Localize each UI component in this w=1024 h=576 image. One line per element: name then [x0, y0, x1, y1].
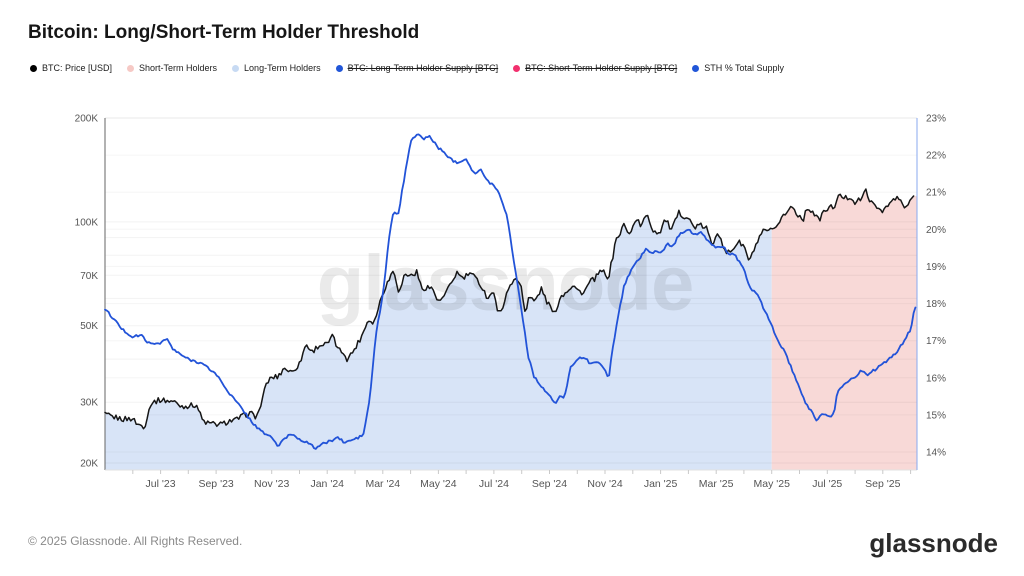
glassnode-logo: glassnode	[869, 528, 998, 558]
left-axis-tick-label: 50K	[80, 321, 98, 332]
legend-item-label: Short-Term Holders	[139, 63, 218, 73]
legend-item-label: BTC: Price [USD]	[42, 63, 113, 73]
legend-item-label: Long-Term Holders	[244, 63, 321, 73]
x-axis-tick-label: Jul '24	[479, 478, 509, 490]
legend-dot-icon	[692, 64, 700, 72]
legend-item-label: BTC: Long-Term Holder Supply [BTC]	[347, 63, 499, 73]
right-axis-tick-label: 17%	[926, 336, 946, 347]
btc-price-line	[104, 188, 915, 430]
left-axis-tick-label: 100K	[75, 217, 99, 228]
x-axis-tick-label: Sep '24	[532, 478, 567, 490]
right-axis-tick-label: 18%	[926, 299, 946, 310]
legend-item-3[interactable]: BTC: Long-Term Holder Supply [BTC]	[335, 63, 499, 73]
right-axis-tick-label: 23%	[926, 114, 946, 125]
x-axis-tick-label: May '24	[420, 478, 457, 490]
copyright-text: © 2025 Glassnode. All Rights Reserved.	[28, 534, 243, 548]
page-title: Bitcoin: Long/Short-Term Holder Threshol…	[28, 22, 420, 43]
right-axis-tick-label: 21%	[926, 188, 946, 199]
x-axis-tick-label: Jul '25	[812, 478, 842, 490]
sth-percent-line	[104, 133, 917, 450]
x-axis-tick-label: Nov '23	[254, 478, 289, 490]
legend-item-4[interactable]: BTC: Short-Term Holder Supply [BTC]	[513, 63, 677, 73]
x-axis-tick-label: Jan '25	[644, 478, 678, 490]
x-axis-tick-label: Jul '23	[146, 478, 176, 490]
legend-dot-icon	[127, 64, 135, 72]
right-axis-tick-label: 14%	[926, 447, 946, 458]
left-axis-tick-label: 70K	[80, 271, 98, 282]
x-axis-tick-label: Sep '25	[865, 478, 900, 490]
legend-dot-icon	[232, 64, 240, 72]
legend-item-1[interactable]: Short-Term Holders	[127, 63, 217, 73]
legend-item-2[interactable]: Long-Term Holders	[232, 63, 321, 73]
right-axis-tick-label: 22%	[926, 151, 946, 162]
legend-item-label: BTC: Short-Term Holder Supply [BTC]	[525, 63, 678, 73]
x-axis-tick-label: Jan '24	[310, 478, 344, 490]
x-axis-tick-label: Mar '24	[365, 478, 400, 490]
legend-item-0[interactable]: BTC: Price [USD]	[30, 63, 112, 73]
x-axis-tick-label: May '25	[753, 478, 790, 490]
left-axis-tick-label: 200K	[75, 114, 99, 125]
legend-item-label: STH % Total Supply	[704, 63, 785, 73]
legend: BTC: Price [USD] Short-Term Holders Long-T…	[30, 63, 784, 73]
legend-item-5[interactable]: STH % Total Supply	[692, 63, 784, 73]
left-axis-tick-label: 30K	[80, 398, 98, 409]
right-axis-tick-label: 16%	[926, 373, 946, 384]
legend-dot-icon	[513, 64, 521, 72]
x-axis-tick-label: Mar '25	[699, 478, 734, 490]
right-axis-tick-label: 19%	[926, 262, 946, 273]
right-axis-tick-label: 15%	[926, 410, 946, 421]
legend-dot-icon	[30, 64, 37, 72]
left-axis-tick-label: 20K	[80, 459, 98, 470]
x-axis-tick-label: Sep '23	[198, 478, 233, 490]
legend-dot-icon	[335, 64, 343, 72]
right-axis-tick-label: 20%	[926, 225, 946, 236]
x-axis-tick-label: Nov '24	[587, 478, 622, 490]
